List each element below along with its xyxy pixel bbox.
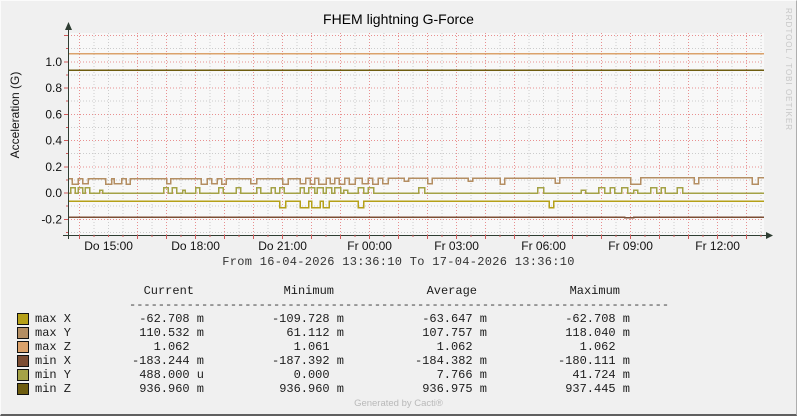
legend-column-header: Maximum (569, 284, 620, 298)
x-tick-label: Do 15:00 (84, 239, 133, 253)
legend-value: -63.647 m (422, 312, 487, 326)
legend-series-label: min Z (35, 382, 72, 396)
legend-value: 937.445 m (565, 382, 630, 396)
x-tick-label: Fr 00:00 (347, 239, 392, 253)
graph-title: FHEM lightning G-Force (323, 11, 474, 27)
series-min-y (68, 186, 764, 194)
x-tick-label: Fr 06:00 (521, 239, 566, 253)
legend-value: -62.708 m (565, 312, 630, 326)
y-tick-label: 0.4 (45, 134, 62, 148)
legend-value: 1.062 (153, 340, 204, 354)
legend-value: -183.244 m (131, 354, 204, 368)
x-tick-labels: Do 15:00 Do 18:00 Do 21:00 Fr 00:00 Fr 03:00… (84, 239, 740, 253)
y-tick-label: 0.2 (45, 160, 62, 174)
legend-color-swatch (17, 327, 29, 339)
legend-separator: ----------------------------------------… (129, 298, 670, 312)
legend-row: min Y 488.000 u 0.000 7.766 m 41.724 m (17, 368, 782, 382)
legend-row: max Y 110.532 m 61.112 m 107.757 m 118.040 m (17, 326, 782, 340)
legend-column-header: Minimum (283, 284, 334, 298)
legend-series-label: max Y (35, 326, 72, 340)
generated-by-caption: Generated by Cacti® (354, 398, 443, 409)
legend-color-swatch (17, 369, 29, 381)
legend-value: 0.000 (293, 368, 344, 382)
y-tick-label: 1.0 (45, 55, 62, 69)
legend-column-header: Average (426, 284, 477, 298)
x-tick-label: Do 18:00 (171, 239, 220, 253)
legend-value: -62.708 m (139, 312, 204, 326)
legend-value: 7.766 m (436, 368, 487, 382)
y-tick-labels: 1.0 0.8 0.6 0.4 0.2 0.0 -0.2 (41, 55, 62, 226)
legend-color-swatch (17, 313, 29, 325)
rrdtool-watermark: RRDTOOL / TOBI OETIKER (784, 8, 793, 132)
series-max-y (68, 177, 764, 185)
legend-value: 936.975 m (422, 382, 487, 396)
legend-color-swatch (17, 341, 29, 353)
legend-row: min X -183.244 m -187.392 m -184.382 m -180.… (17, 354, 782, 368)
series-min-x (68, 216, 764, 219)
legend-value: 936.960 m (279, 382, 344, 396)
legend-value: 107.757 m (422, 326, 487, 340)
legend-header-row: Current Minimum Average Maximum (17, 284, 782, 298)
legend-series-label: min Y (35, 368, 72, 382)
legend-value: 1.062 (579, 340, 630, 354)
x-tick-label: Fr 12:00 (695, 239, 740, 253)
legend-value: 1.062 (436, 340, 487, 354)
legend-value: 1.061 (293, 340, 344, 354)
time-range-caption: From 16-04-2026 13:36:10 To 17-04-2026 1… (222, 255, 575, 269)
x-tick-label: Fr 03:00 (434, 239, 479, 253)
y-tick-label: 0.8 (45, 81, 62, 95)
legend-series-label: max Z (35, 340, 72, 354)
legend-value: 936.960 m (139, 382, 204, 396)
x-tick-label: Do 21:00 (258, 239, 307, 253)
legend-value: -184.382 m (414, 354, 487, 368)
legend-color-swatch (17, 355, 29, 367)
legend-row: max X -62.708 m -109.728 m -63.647 m -62.708… (17, 312, 782, 326)
x-axis-arrow-icon (766, 232, 773, 239)
legend-series-label: min X (35, 354, 72, 368)
legend-value: 41.724 m (572, 368, 630, 382)
legend-table: Current Minimum Average Maximum -----------… (17, 284, 782, 396)
axes (63, 22, 773, 239)
legend-column-header: Current (143, 284, 194, 298)
axis-ticks (64, 35, 762, 239)
legend-series-label: max X (35, 312, 72, 326)
legend-value: -109.728 m (271, 312, 344, 326)
legend-row: max Z 1.062 1.061 1.062 1.062 (17, 340, 782, 354)
legend-color-swatch (17, 383, 29, 395)
y-tick-label: 0.0 (45, 186, 62, 200)
y-tick-label: 0.6 (45, 107, 62, 121)
legend-value: 488.000 u (139, 368, 204, 382)
x-tick-label: Fr 09:00 (608, 239, 653, 253)
legend-header-spacer (17, 284, 104, 298)
series-lines (68, 52, 764, 219)
chart-plot-area: Do 15:00 Do 18:00 Do 21:00 Fr 00:00 Fr 03:00… (41, 22, 773, 253)
legend-value: 61.112 m (286, 326, 344, 340)
legend-value: -187.392 m (271, 354, 344, 368)
y-tick-label: -0.2 (41, 212, 62, 226)
legend-value: -180.111 m (557, 354, 630, 368)
legend-value: 110.532 m (139, 326, 204, 340)
legend-value: 118.040 m (565, 326, 630, 340)
series-max-x (68, 200, 764, 209)
y-axis-arrow-icon (65, 22, 72, 30)
legend-rows: max X -62.708 m -109.728 m -63.647 m -62.708… (17, 312, 782, 396)
legend-row: min Z 936.960 m 936.960 m 936.975 m 937.445 … (17, 382, 782, 396)
